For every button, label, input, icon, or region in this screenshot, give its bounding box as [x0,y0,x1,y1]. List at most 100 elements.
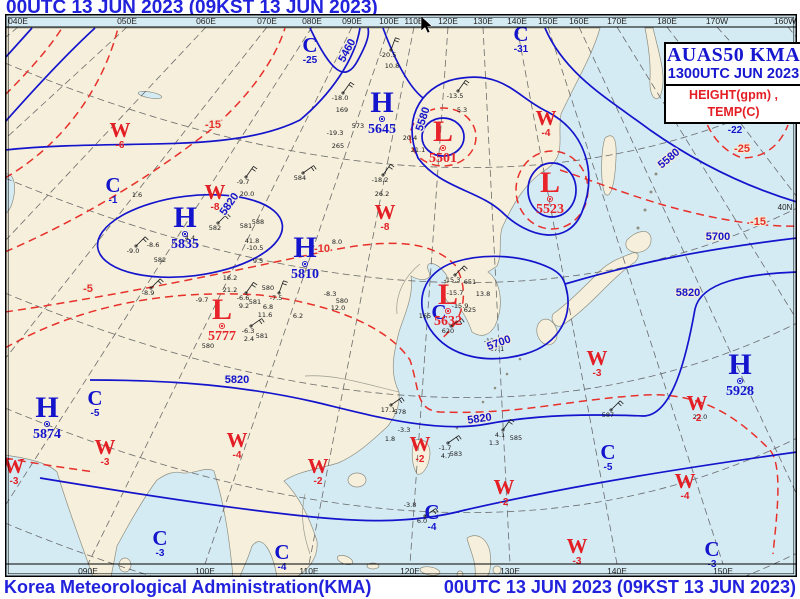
station-value: 9.2 [239,302,249,310]
height-contour-label: 5700 [706,231,730,243]
island-hainan [347,472,367,488]
center-marker [301,260,309,268]
thermal-center-value: -4 [278,562,287,573]
station-value: 165 [419,312,431,320]
center-marker [444,307,452,315]
station-value: 1.8 [385,435,395,443]
station-value: 651 [464,278,476,286]
station-value: 20.0 [240,190,254,198]
station-value: 580 [262,284,274,292]
station-plots: -18.0 169 -20.5 10.8 -13.5 5.3 20.4 21.1 -18.2 26… [127,37,707,525]
center-height-value: 5523 [536,202,564,217]
wind-barb [456,80,470,93]
island-borneo-tip [419,566,441,576]
island-chain-dots [455,172,658,430]
station-value: 265 [332,142,344,150]
station-value: -3.3 [398,426,411,434]
center-marker [218,322,226,330]
low-center-symbol: L [438,278,458,311]
station-value: 11.6 [258,311,272,319]
thermal-center-value: -2 [500,497,509,508]
center-marker [736,377,744,385]
thermal-center-value: -2 [693,413,702,424]
lon-label-bottom: 140E [607,566,627,576]
station-value: -13.5 [447,92,464,100]
lon-label-top: 050E [117,16,137,26]
high-center-symbol: H [370,86,393,119]
temp-contour-label: -15 [750,216,766,228]
lon-label-top: 150E [538,16,558,26]
station-value: 10.8 [385,62,399,70]
thermal-center-value: -25 [303,55,318,66]
wind-barb [149,278,164,290]
station-value: 2.4 [244,335,254,343]
warm-center-symbol: W [5,454,25,478]
warm-center-symbol: W [675,469,696,493]
cold-center-symbol: C [274,540,289,564]
center-height-value: 5645 [368,122,396,137]
station-value: -9.0 [127,247,140,255]
station-value: -1.7 [439,444,452,452]
cold-center-symbol: C [600,440,615,464]
cold-center-symbol: C [513,22,528,46]
lon-label-top: 060E [196,16,216,26]
center-height-value: 5632 [434,314,462,329]
wind-barb [449,318,465,328]
warm-center-symbol: W [687,391,708,415]
cold-center-symbol: C [105,173,120,197]
station-value: -15.9 [452,302,469,310]
thermal-center-value: -4 [681,491,690,502]
map-frame [5,14,797,577]
thermal-centers: C-25C-31W-6C-1W-8W-8W-4C-22CC-5W-3W-3W-4… [5,22,743,573]
center-marker [546,195,554,203]
lon-label-top: 070E [257,16,277,26]
height-contours [5,27,797,522]
wind-barb [244,282,258,295]
warm-center-symbol: W [308,454,329,478]
high-center-symbol: H [173,201,196,234]
lon-label-top: 180E [657,16,677,26]
thermal-center-value: -5 [91,408,100,419]
height-contour-label: 5820 [225,374,249,386]
temp-contour-label: -5 [83,283,93,295]
station-value: 17.1 [490,345,504,353]
temp-contour-label: -15 [205,119,221,131]
lon-label-top: 160W [774,16,796,26]
station-value: 8.0 [332,238,342,246]
low-center-symbol: L [212,293,232,326]
station-value: -9.7 [237,178,250,186]
center-marker [43,420,51,428]
station-value: 16.2 [223,274,237,282]
station-value: 6.0 [417,517,427,525]
station-value: 20.4 [403,134,417,142]
island-hokkaido [625,231,652,253]
low-center-symbol: L [540,166,560,199]
station-value: 625 [464,306,476,314]
island-taiwan [411,439,431,475]
warm-center-symbol: W [205,180,226,204]
lat-label-right: 40N [778,203,793,212]
station-value: 580 [202,342,214,350]
lon-label-top: 080E [302,16,322,26]
station-value: -18.2 [372,176,389,184]
cold-center-symbol: C [152,526,167,550]
thermal-center-value: -4 [233,450,242,461]
wind-barb [501,419,515,432]
thermal-center-value: -6 [116,140,125,151]
station-value: 4.4 [185,234,195,242]
station-value: -3.8 [404,501,417,509]
station-value: 588 [252,218,264,226]
station-value: 22.0 [693,413,707,421]
lon-label-top: 100E [379,16,399,26]
wind-barb [389,37,400,52]
center-height-value: 5501 [429,151,457,166]
thermal-center-value: -3 [10,476,19,487]
lon-label-bottom: 150E [713,566,733,576]
thermal-center-value: -2 [314,476,323,487]
lon-label-top: 170E [607,16,627,26]
warm-center-symbol: W [536,106,557,130]
legend-variables: HEIGHT(gpm) , TEMP(C) [689,88,778,119]
station-value: 6.8 [263,303,273,311]
temp-contour-label: -10 [314,243,330,255]
station-value: 581 [256,332,268,340]
